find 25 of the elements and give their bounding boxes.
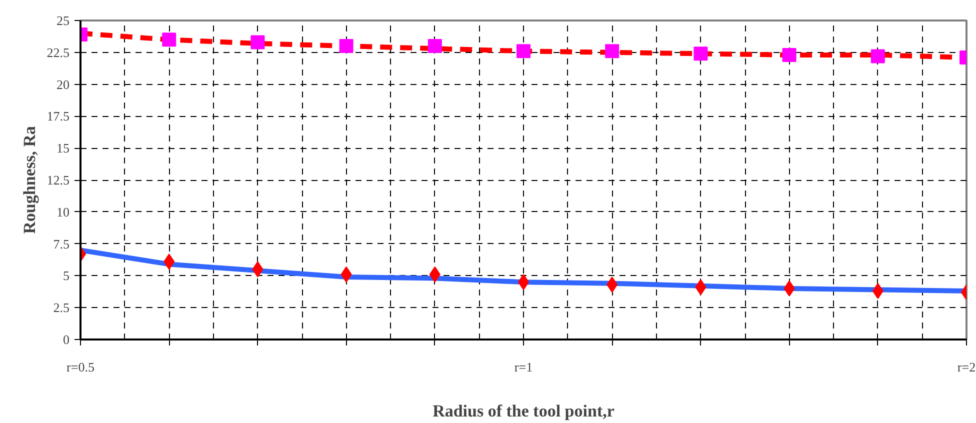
point <box>605 44 620 58</box>
point <box>250 35 265 50</box>
point <box>339 39 354 54</box>
point <box>516 44 530 58</box>
y-tick-label: 7.5 <box>53 236 70 252</box>
x-tick-label: r=0.5 <box>66 360 94 374</box>
y-tick-label: 12.5 <box>46 172 70 188</box>
point <box>870 49 885 64</box>
y-tick-label: 10 <box>56 204 70 220</box>
x-tick-label: r=2 <box>957 360 976 374</box>
point <box>162 32 176 47</box>
x-axis-title: Radius of the tool point,r <box>432 402 615 420</box>
x-tick-label: r=1 <box>514 360 533 374</box>
point <box>782 48 796 62</box>
y-tick-label: 5 <box>63 268 70 284</box>
point <box>694 46 708 61</box>
y-tick-label: 15 <box>56 140 70 156</box>
y-tick-label: 20 <box>56 76 70 92</box>
y-axis-title: Roughness, Ra <box>20 126 39 234</box>
point <box>428 39 442 54</box>
y-tick-label: 17.5 <box>46 108 70 124</box>
y-tick-label: 25 <box>56 13 70 28</box>
y-tick-label: 22.5 <box>46 44 70 60</box>
y-tick-label: 0 <box>63 332 70 347</box>
y-tick-label: 2.5 <box>53 300 70 316</box>
